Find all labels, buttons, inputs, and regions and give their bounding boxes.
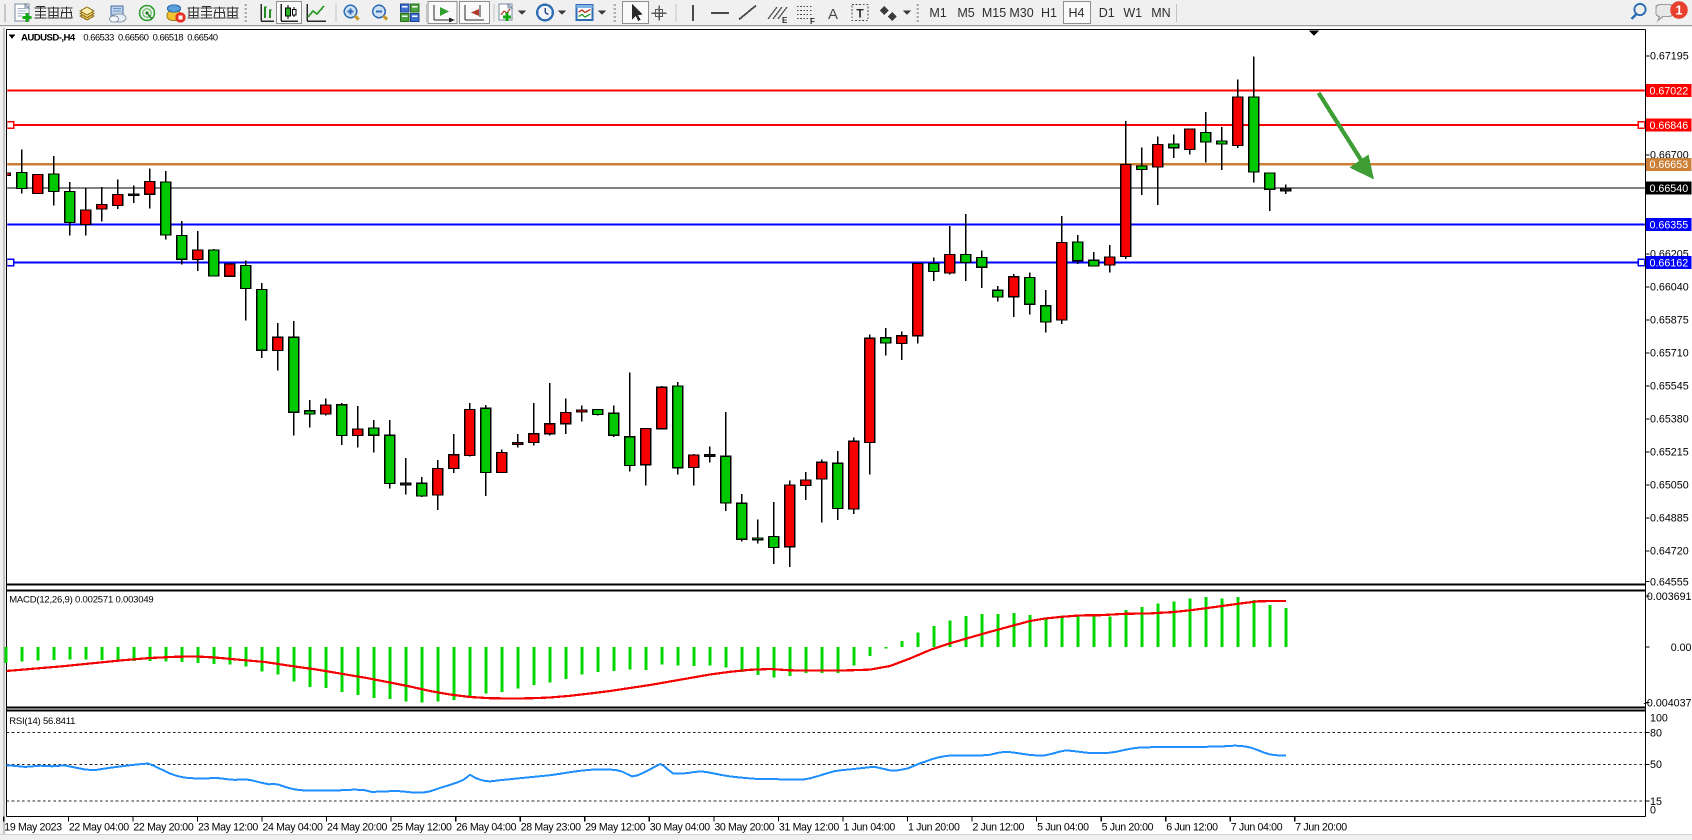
- svg-text:0.64555: 0.64555: [1650, 576, 1689, 588]
- svg-text:MACD(12,26,9) 0.002571 0.00304: MACD(12,26,9) 0.002571 0.003049: [9, 595, 153, 606]
- svg-text:28 May 23:00: 28 May 23:00: [521, 822, 581, 834]
- svg-text:H1: H1: [1041, 6, 1057, 20]
- svg-text:0.65875: 0.65875: [1650, 315, 1689, 327]
- svg-text:31 May 12:00: 31 May 12:00: [779, 822, 839, 834]
- svg-text:0.66846: 0.66846: [1650, 120, 1689, 132]
- svg-text:15: 15: [1650, 796, 1662, 808]
- svg-text:0.66355: 0.66355: [1650, 219, 1689, 231]
- svg-text:26 May 04:00: 26 May 04:00: [456, 822, 516, 834]
- svg-text:1 Jun 20:00: 1 Jun 20:00: [908, 822, 960, 834]
- svg-text:M5: M5: [957, 6, 974, 20]
- svg-text:0.65380: 0.65380: [1650, 414, 1689, 426]
- svg-text:0.00: 0.00: [1671, 642, 1692, 654]
- svg-text:0.65710: 0.65710: [1650, 348, 1689, 360]
- svg-text:30 May 04:00: 30 May 04:00: [650, 822, 710, 834]
- svg-text:5 Jun 04:00: 5 Jun 04:00: [1037, 822, 1089, 834]
- svg-text:0.66518: 0.66518: [153, 32, 184, 42]
- svg-text:AUDUSD-,H4: AUDUSD-,H4: [21, 32, 76, 43]
- svg-text:24 May 20:00: 24 May 20:00: [327, 822, 387, 834]
- svg-text:D1: D1: [1099, 6, 1115, 20]
- svg-text:0.66653: 0.66653: [1650, 159, 1689, 171]
- svg-text:22 May 04:00: 22 May 04:00: [69, 822, 129, 834]
- svg-text:1 Jun 04:00: 1 Jun 04:00: [843, 822, 895, 834]
- svg-text:0: 0: [1650, 804, 1656, 816]
- svg-text:0.66560: 0.66560: [118, 32, 149, 42]
- svg-text:25 May 12:00: 25 May 12:00: [392, 822, 452, 834]
- svg-text:30 May 20:00: 30 May 20:00: [714, 822, 774, 834]
- svg-text:0.66540: 0.66540: [187, 32, 218, 42]
- svg-text:0.65215: 0.65215: [1650, 447, 1689, 459]
- svg-text:E: E: [782, 16, 788, 25]
- svg-text:0.66040: 0.66040: [1650, 282, 1689, 294]
- svg-text:0.65545: 0.65545: [1650, 381, 1689, 393]
- svg-text:H4: H4: [1069, 6, 1085, 20]
- svg-text:19 May 2023: 19 May 2023: [4, 822, 62, 834]
- svg-text:0.64885: 0.64885: [1650, 513, 1689, 525]
- svg-text:0.67022: 0.67022: [1650, 85, 1689, 97]
- svg-text:5 Jun 20:00: 5 Jun 20:00: [1102, 822, 1154, 834]
- svg-text:W1: W1: [1123, 6, 1142, 20]
- svg-text:MN: MN: [1151, 6, 1170, 20]
- svg-text:0.64720: 0.64720: [1650, 546, 1689, 558]
- svg-text:M1: M1: [929, 6, 946, 20]
- svg-text:F: F: [810, 17, 815, 26]
- svg-text:50: 50: [1650, 759, 1662, 771]
- svg-text:0.67195: 0.67195: [1650, 51, 1689, 63]
- svg-text:M30: M30: [1009, 6, 1033, 20]
- svg-text:22 May 20:00: 22 May 20:00: [133, 822, 193, 834]
- svg-text:29 May 12:00: 29 May 12:00: [585, 822, 645, 834]
- svg-text:-0.004037: -0.004037: [1643, 697, 1691, 709]
- svg-text:2 Jun 12:00: 2 Jun 12:00: [973, 822, 1025, 834]
- svg-text:100: 100: [1650, 712, 1668, 724]
- svg-text:24 May 04:00: 24 May 04:00: [263, 822, 323, 834]
- svg-text:1: 1: [1676, 4, 1683, 18]
- svg-text:RSI(14) 56.8411: RSI(14) 56.8411: [9, 716, 75, 727]
- svg-text:7 Jun 04:00: 7 Jun 04:00: [1231, 822, 1283, 834]
- svg-text:0.66162: 0.66162: [1650, 257, 1689, 269]
- svg-text:0.65050: 0.65050: [1650, 480, 1689, 492]
- svg-text:0.66533: 0.66533: [83, 32, 114, 42]
- svg-text:0.003691: 0.003691: [1647, 591, 1692, 603]
- svg-text:80: 80: [1650, 728, 1662, 740]
- svg-text:M15: M15: [982, 6, 1006, 20]
- svg-text:6 Jun 12:00: 6 Jun 12:00: [1166, 822, 1218, 834]
- svg-text:23 May 12:00: 23 May 12:00: [198, 822, 258, 834]
- svg-text:0.66540: 0.66540: [1650, 183, 1689, 195]
- svg-text:7 Jun 20:00: 7 Jun 20:00: [1295, 822, 1347, 834]
- svg-text:T: T: [856, 7, 864, 21]
- svg-text:A: A: [828, 6, 838, 23]
